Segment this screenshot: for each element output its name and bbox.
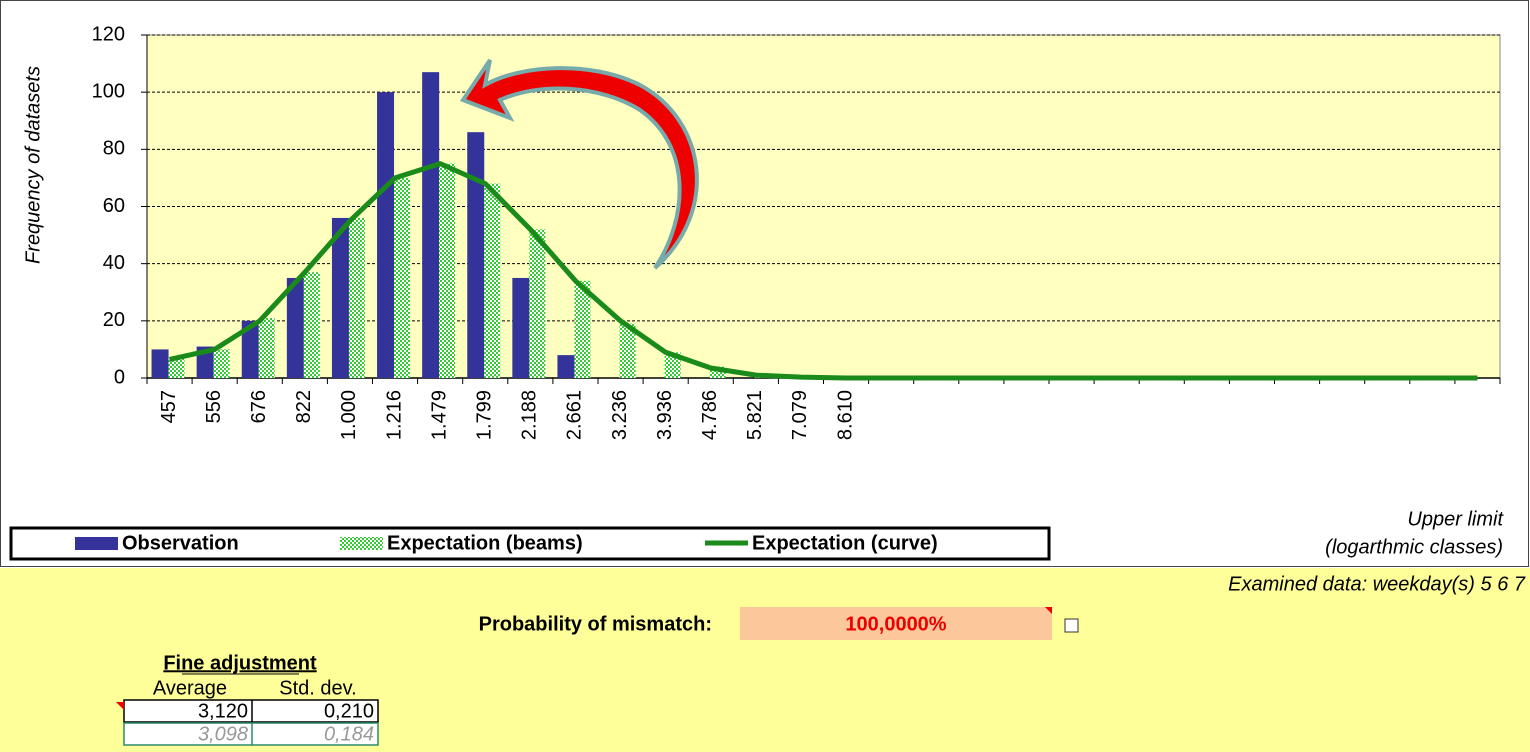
legend-label: Observation xyxy=(122,532,239,554)
x-tick-label: 7.079 xyxy=(789,390,811,440)
x-tick-label: 556 xyxy=(203,390,225,423)
x-tick-label: 676 xyxy=(248,390,270,423)
legend-swatch xyxy=(340,537,383,550)
comment-marker xyxy=(116,702,124,710)
fine-header: Std. dev. xyxy=(279,677,356,699)
bar xyxy=(348,217,365,378)
bar xyxy=(213,349,230,378)
x-tick-label: 457 xyxy=(158,390,180,423)
curve xyxy=(169,161,1478,381)
bar xyxy=(286,277,304,378)
bar xyxy=(709,366,726,378)
legend-label: Expectation (beams) xyxy=(387,532,583,554)
x-tick-label: 1.000 xyxy=(338,390,360,440)
bar xyxy=(574,280,591,378)
x-tick-label: 1.479 xyxy=(428,390,450,440)
mismatch-box xyxy=(740,607,1052,640)
x-tick-label: 2.188 xyxy=(519,390,541,440)
x-tick-label: 2.661 xyxy=(564,390,586,440)
x-axis-label: (logarthmic classes) xyxy=(1325,536,1503,558)
x-tick-label: 8.610 xyxy=(834,390,856,440)
x-tick-label: 1.799 xyxy=(474,390,496,440)
bar xyxy=(394,177,411,378)
fine-row xyxy=(123,722,379,746)
fine-header: Average xyxy=(153,677,227,699)
y-tick-label: 40 xyxy=(103,252,125,274)
y-tick-label: 20 xyxy=(103,309,125,331)
chart-frame xyxy=(0,0,1529,567)
y-tick-label: 0 xyxy=(114,366,125,388)
bar xyxy=(422,72,440,379)
mismatch-value: 100,0000% xyxy=(845,613,946,635)
fine-title: Fine adjustment xyxy=(163,652,317,674)
x-tick-label: 822 xyxy=(293,390,315,423)
x-tick-label: 1.216 xyxy=(383,390,405,440)
examined: Examined data: weekday(s) 5 6 7 xyxy=(1228,573,1526,595)
bar xyxy=(241,320,259,378)
arrow xyxy=(459,58,699,270)
mismatch-label: Probability of mismatch: xyxy=(479,613,712,635)
x-tick-label: 3.236 xyxy=(609,390,631,440)
y-axis-label: Frequency of datasets xyxy=(22,66,44,264)
x-tick-label: 3.936 xyxy=(654,390,676,440)
fine-cell: 3,120 xyxy=(198,700,248,722)
bar xyxy=(258,317,275,378)
bar xyxy=(484,183,501,378)
comment-marker xyxy=(1045,607,1052,614)
bar xyxy=(377,92,395,379)
bar xyxy=(529,229,546,378)
y-tick-label: 100 xyxy=(92,80,125,102)
legend-label: Expectation (curve) xyxy=(752,532,938,554)
legend-swatch xyxy=(75,537,118,550)
checkbox[interactable] xyxy=(1064,618,1079,633)
bar xyxy=(439,163,456,378)
x-tick-label: 4.786 xyxy=(699,390,721,440)
y-tick-label: 80 xyxy=(103,138,125,160)
bar xyxy=(619,323,636,378)
bar xyxy=(557,355,575,378)
bar xyxy=(512,277,530,378)
x-axis-label: Upper limit xyxy=(1407,508,1504,530)
bar xyxy=(303,272,320,378)
fine-cell: 3,098 xyxy=(198,723,248,745)
bar xyxy=(151,349,169,378)
y-tick-label: 60 xyxy=(103,195,125,217)
fine-cell: 0,184 xyxy=(324,723,374,745)
bar xyxy=(168,357,185,378)
x-tick-label: 5.821 xyxy=(744,390,766,440)
y-tick-label: 120 xyxy=(92,23,125,45)
bar xyxy=(331,217,349,378)
fine-cell: 0,210 xyxy=(324,700,374,722)
legend xyxy=(9,526,1051,561)
bar xyxy=(467,132,485,378)
fine-row[interactable] xyxy=(123,699,379,723)
